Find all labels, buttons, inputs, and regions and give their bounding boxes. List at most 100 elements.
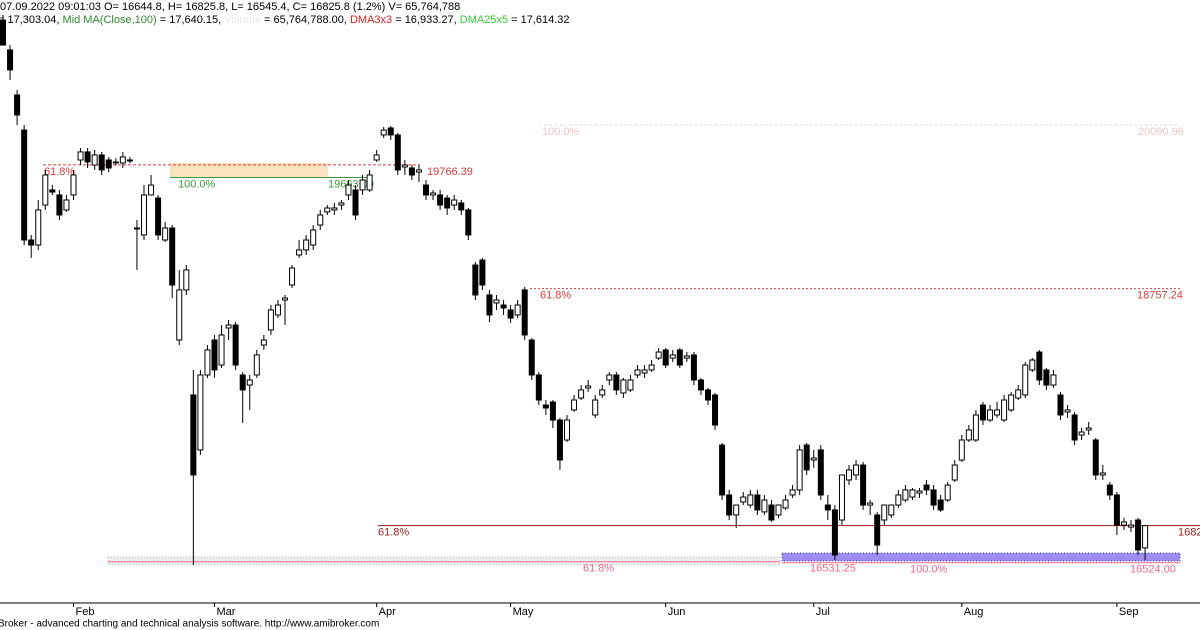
candle-body bbox=[683, 355, 690, 359]
candle-body bbox=[521, 289, 528, 336]
candle-body bbox=[162, 227, 169, 241]
candle-body bbox=[860, 464, 867, 506]
candle-body bbox=[662, 349, 669, 366]
x-tick-label: Jun bbox=[668, 606, 686, 618]
candle-body bbox=[881, 504, 888, 521]
candle-body bbox=[98, 154, 105, 171]
candle-body bbox=[853, 464, 860, 476]
candle-body bbox=[197, 374, 204, 451]
candle-body bbox=[500, 304, 507, 309]
candle-body bbox=[176, 289, 183, 341]
candle-body bbox=[867, 502, 874, 506]
candle-body bbox=[923, 484, 930, 491]
candle-body bbox=[1085, 427, 1092, 431]
candle-body bbox=[1135, 519, 1142, 551]
candle-body bbox=[84, 151, 91, 163]
fib-zone bbox=[170, 163, 328, 178]
candle-body bbox=[754, 494, 761, 511]
header-segment: DMA3x3 bbox=[350, 14, 392, 26]
candle-body bbox=[148, 184, 155, 196]
candle-body bbox=[260, 339, 267, 346]
x-tick-label: Aug bbox=[964, 606, 984, 618]
candle-body bbox=[838, 474, 845, 521]
fib-price: 19766.39 bbox=[427, 166, 473, 178]
candle-body bbox=[317, 214, 324, 226]
candle-body bbox=[697, 379, 704, 391]
candle-body bbox=[366, 174, 373, 191]
candle-body bbox=[394, 134, 401, 171]
candles bbox=[0, 14, 1149, 566]
candle-body bbox=[211, 339, 218, 371]
candle-body bbox=[105, 159, 112, 169]
x-tick-label: Apr bbox=[379, 606, 396, 618]
candle-body bbox=[458, 202, 465, 211]
candle-body bbox=[930, 489, 937, 506]
candle-body bbox=[423, 184, 429, 196]
candle-body bbox=[916, 490, 923, 494]
candle-body bbox=[1128, 524, 1134, 528]
candle-body bbox=[218, 334, 225, 366]
candle-body bbox=[831, 509, 838, 556]
candle-body bbox=[42, 174, 49, 206]
fib-zone bbox=[781, 552, 1181, 562]
candle-body bbox=[190, 394, 197, 476]
candle-body bbox=[479, 259, 486, 286]
header-segment: DMA25x5 bbox=[460, 14, 508, 26]
candle-body bbox=[972, 414, 979, 441]
candle-body bbox=[979, 404, 986, 421]
candle-body bbox=[507, 309, 514, 319]
candle-body bbox=[204, 349, 211, 376]
candle-body bbox=[1078, 431, 1085, 436]
candle-body bbox=[1092, 439, 1099, 476]
candle-body bbox=[119, 156, 126, 164]
fib-percent: 100.0% bbox=[178, 178, 216, 190]
candle-body bbox=[1099, 472, 1106, 476]
candle-body bbox=[225, 324, 232, 329]
fib-zone bbox=[107, 556, 781, 566]
candle-body bbox=[296, 249, 303, 256]
candle-body bbox=[824, 504, 831, 511]
candle-body bbox=[183, 269, 190, 291]
candle-body bbox=[775, 504, 782, 516]
candle-body bbox=[585, 385, 592, 389]
candle-body bbox=[789, 489, 796, 496]
candle-body bbox=[1036, 351, 1043, 381]
candle-body bbox=[274, 304, 281, 316]
fib-price: 16524.00 bbox=[1130, 564, 1176, 576]
candle-body bbox=[549, 401, 556, 421]
candle-body bbox=[35, 209, 42, 246]
candle-body bbox=[437, 194, 444, 206]
candle-body bbox=[1008, 394, 1015, 411]
candle-body bbox=[408, 167, 415, 176]
candle-body bbox=[768, 504, 775, 521]
candle-body bbox=[239, 374, 246, 391]
candle-body bbox=[846, 469, 852, 481]
candle-body bbox=[965, 429, 972, 441]
header-segment: = 17,303.04, bbox=[0, 14, 63, 26]
candle-body bbox=[782, 499, 789, 509]
candle-body bbox=[493, 299, 500, 304]
candle-body bbox=[444, 197, 451, 209]
candle-body bbox=[634, 369, 641, 376]
candle-body bbox=[535, 374, 542, 401]
candle-body bbox=[987, 409, 993, 421]
candle-body bbox=[641, 369, 648, 374]
candle-body bbox=[606, 374, 613, 381]
x-axis-labels: Feb Mar Apr May Jun Jul Aug Sep bbox=[73, 603, 1138, 618]
candle-body bbox=[895, 494, 902, 506]
candle-body bbox=[1015, 389, 1022, 399]
candle-body bbox=[486, 294, 493, 316]
candle-body bbox=[77, 151, 84, 161]
candle-body bbox=[155, 197, 162, 236]
candle-body bbox=[733, 504, 740, 516]
candle-body bbox=[310, 229, 317, 246]
fib-percent: 61.8% bbox=[540, 290, 571, 302]
candle-body bbox=[0, 19, 6, 46]
candle-body bbox=[345, 184, 352, 196]
header-quote: 07.09.2022 09:01:03 O= 16644.8, H= 16825… bbox=[0, 1, 460, 13]
fib-price: 16531.25 bbox=[810, 563, 856, 575]
candle-body bbox=[909, 489, 916, 498]
candle-body bbox=[91, 154, 98, 166]
candle-body bbox=[994, 409, 1001, 416]
